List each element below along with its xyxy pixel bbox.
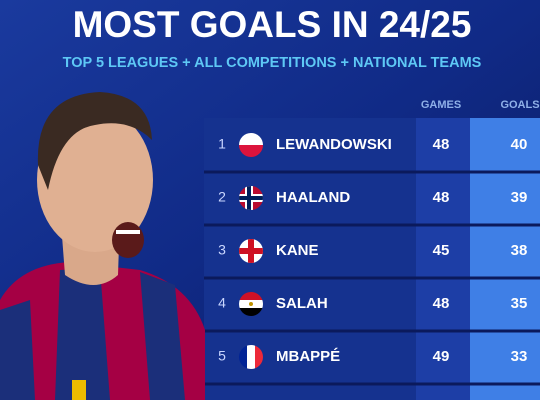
rank: 1	[218, 136, 226, 152]
games: 48	[433, 295, 450, 312]
rank: 5	[218, 348, 226, 364]
player-name: HAALAND	[276, 189, 350, 206]
row-separators	[204, 170, 540, 386]
column-header: GAMES	[421, 99, 461, 111]
column-header: GOALS	[500, 99, 539, 111]
rank: 3	[218, 242, 226, 258]
table	[204, 118, 540, 400]
player-name: SALAH	[276, 295, 328, 312]
row: 1 LEWANDOWSKI 48 40	[218, 133, 527, 157]
goals: 38	[511, 242, 528, 259]
flag-egypt	[239, 292, 263, 316]
flag-norway	[239, 186, 263, 210]
player-name: LEWANDOWSKI	[276, 136, 392, 153]
rank: 2	[218, 189, 226, 205]
player-name: KANE	[276, 242, 319, 259]
table-body	[204, 118, 416, 400]
flag-england	[239, 239, 263, 263]
title: MOST GOALS IN 24/25	[73, 4, 472, 45]
row: 5 MBAPPÉ 49 33	[218, 345, 527, 369]
games: 49	[433, 348, 450, 365]
games: 45	[433, 242, 450, 259]
flag-poland	[239, 133, 263, 157]
goals: 33	[511, 348, 528, 365]
goals: 40	[511, 136, 528, 153]
goals-column	[470, 118, 540, 400]
goals: 35	[511, 295, 528, 312]
row: 4 SALAH 48 35	[218, 292, 527, 316]
games: 48	[433, 136, 450, 153]
rank: 4	[218, 295, 226, 311]
subtitle: TOP 5 LEAGUES + ALL COMPETITIONS + NATIO…	[63, 55, 482, 71]
games-column	[416, 118, 470, 400]
goals: 39	[511, 189, 528, 206]
player-name: MBAPPÉ	[276, 348, 340, 365]
row: 2 HAALAND 48 39	[218, 186, 527, 210]
games: 48	[433, 189, 450, 206]
flag-france	[239, 345, 263, 369]
player-photo	[0, 92, 205, 400]
row: 3 KANE 45 38	[218, 239, 527, 263]
